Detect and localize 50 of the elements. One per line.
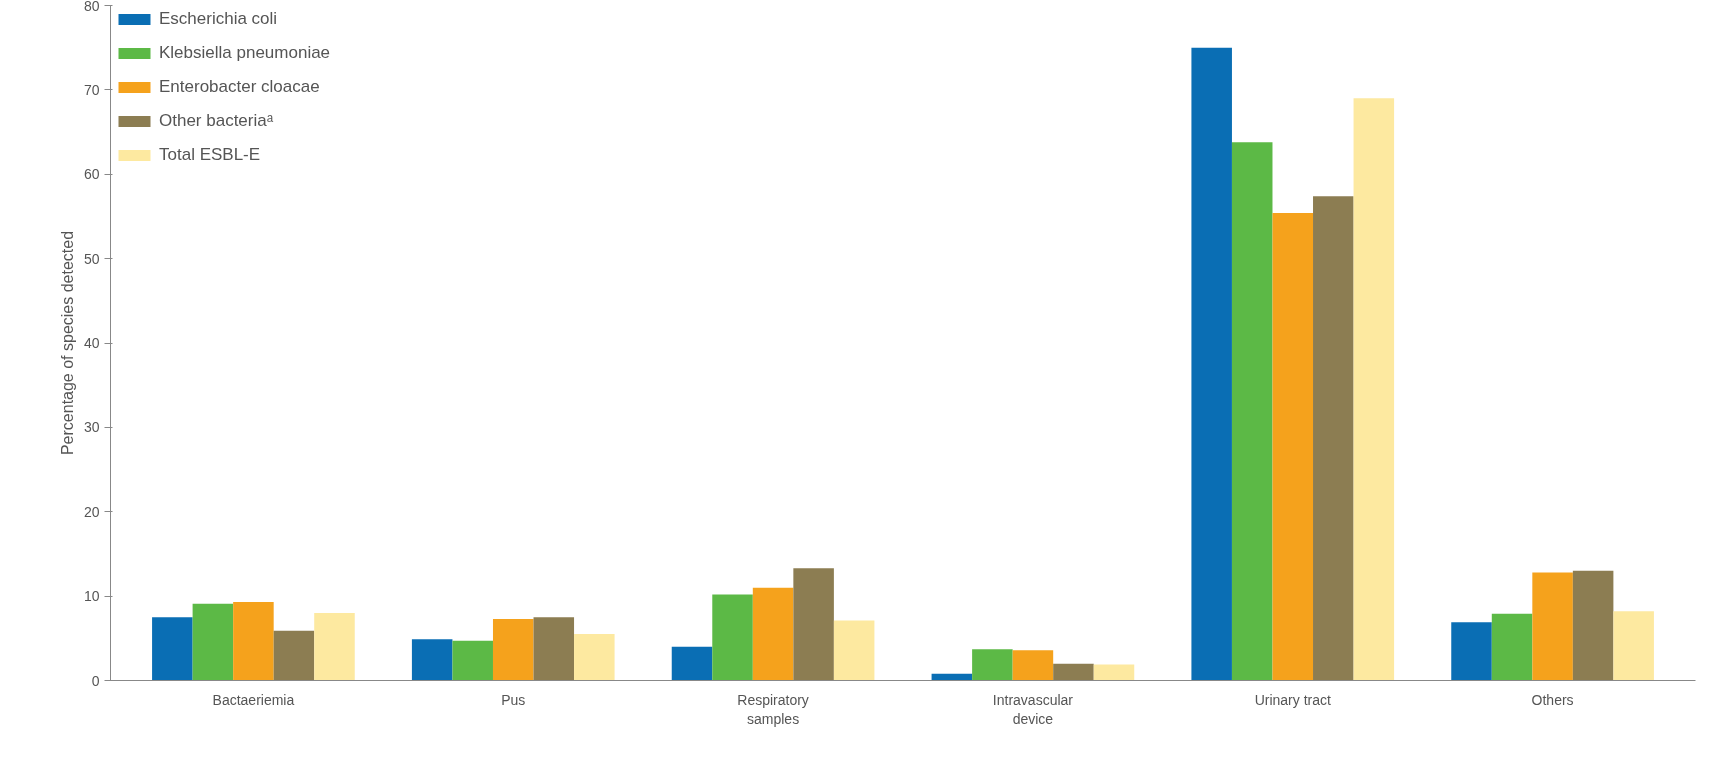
bar [152, 617, 193, 681]
bar [1231, 142, 1273, 681]
x-tick-label: Others [1531, 691, 1574, 708]
y-tick-label: 60 [83, 166, 100, 183]
bar [233, 602, 274, 681]
bar [533, 617, 575, 681]
bar [671, 646, 713, 681]
bar [833, 620, 875, 681]
y-tick-label: 40 [83, 335, 100, 351]
legend-label: Enterobacter cloacae [159, 77, 320, 97]
bar [1272, 213, 1314, 681]
legend-label: Other bacteriaᵃ [159, 111, 274, 131]
y-tick-label: 10 [83, 588, 100, 605]
bar [1053, 663, 1094, 681]
y-tick-label: 50 [83, 250, 100, 267]
y-tick-label: 70 [83, 81, 100, 98]
legend-label: Escherichia coli [159, 9, 278, 29]
y-tick-label: 20 [83, 503, 100, 520]
x-tick-label: Respiratory samples [737, 691, 809, 727]
y-tick-label: 80 [83, 0, 100, 14]
bar [1613, 611, 1654, 681]
bar [492, 618, 534, 681]
bar [574, 634, 615, 681]
bar [192, 603, 234, 681]
bar [452, 640, 493, 681]
bar [972, 649, 1013, 681]
bar [1093, 664, 1135, 681]
bar [314, 613, 355, 681]
bar [1532, 572, 1573, 681]
y-tick-label: 30 [83, 419, 100, 436]
bar [1012, 650, 1054, 681]
bar [1451, 622, 1492, 681]
bar [793, 568, 834, 681]
y-tick-label: 0 [91, 672, 100, 689]
bar [1313, 196, 1354, 681]
x-tick-label: Intravascular device [992, 691, 1074, 727]
x-tick-label: Pus [501, 691, 526, 708]
bar [752, 587, 794, 681]
bar [1572, 570, 1614, 681]
bar [1491, 613, 1533, 681]
bar [273, 630, 315, 681]
x-tick-label: Urinary tract [1254, 691, 1331, 708]
legend-label: Total ESBL-E [159, 145, 261, 165]
x-tick-label: Bactaeriemia [212, 691, 295, 708]
bar [712, 594, 753, 681]
bar [1353, 98, 1395, 681]
y-axis-title: Percentage of species detected [58, 230, 76, 456]
bar [411, 639, 453, 681]
legend-label: Klebsiella pneumoniae [159, 43, 331, 63]
bar [1191, 47, 1232, 681]
